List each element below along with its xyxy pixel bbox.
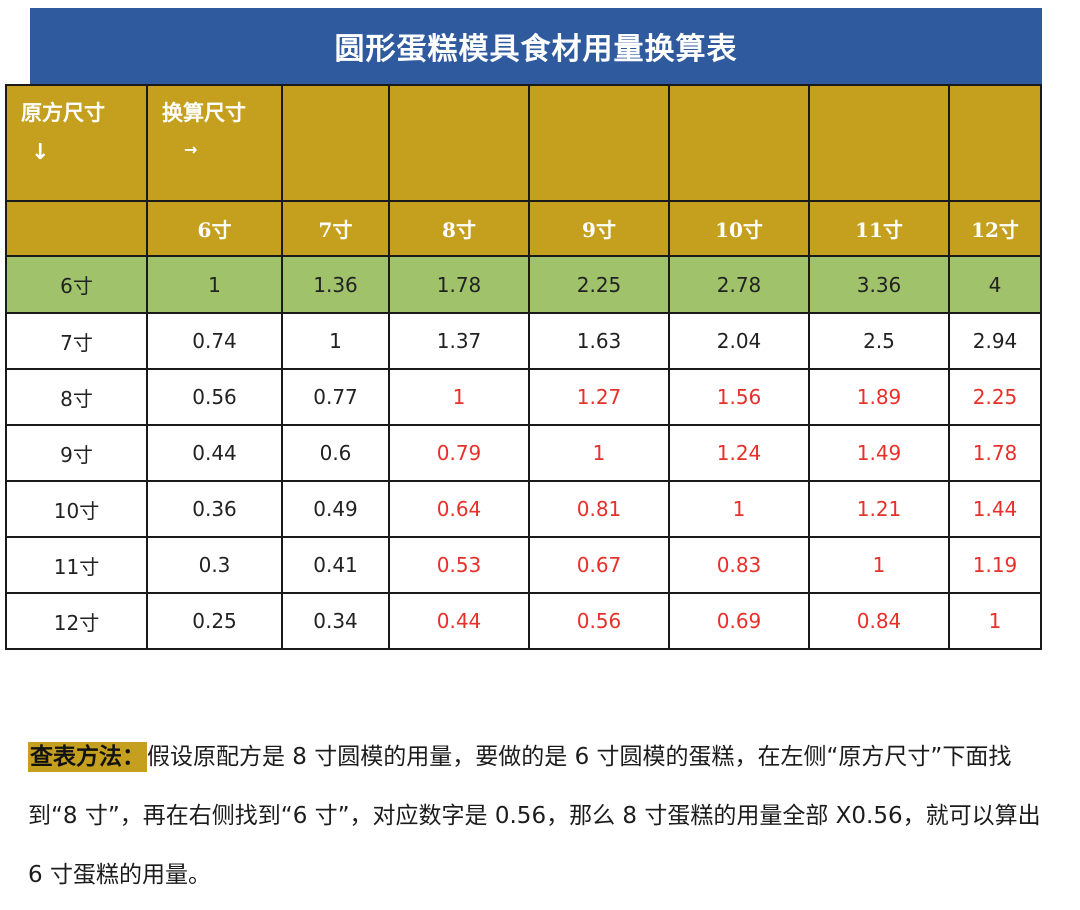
column-header: 11寸 — [808, 200, 950, 257]
header-blank — [5, 200, 148, 257]
table-cell: 2.78 — [668, 255, 810, 314]
column-header: 7寸 — [281, 200, 390, 257]
original-size-label: 原方尺寸 — [21, 100, 105, 125]
column-header: 12寸 — [948, 200, 1042, 257]
table-cell: 0.64 — [388, 480, 530, 538]
table-cell: 1.36 — [281, 255, 390, 314]
header-blank — [668, 84, 810, 202]
header-blank — [808, 84, 950, 202]
header-blank — [281, 84, 390, 202]
row-header: 11寸 — [5, 536, 148, 594]
target-size-row: 6寸 7寸 8寸 9寸 10寸 11寸 12寸 — [5, 200, 1042, 257]
table-cell: 1 — [281, 312, 390, 370]
conversion-table: 原方尺寸 ↓ 换算尺寸 → 6寸 7寸 8寸 9寸 10寸 11寸 12寸 6寸… — [5, 84, 1042, 650]
table-cell: 2.94 — [948, 312, 1042, 370]
table-row: 12寸 0.25 0.34 0.44 0.56 0.69 0.84 1 — [5, 592, 1042, 650]
table-cell: 0.83 — [668, 536, 810, 594]
table-cell: 0.56 — [146, 368, 283, 426]
table-cell: 1.49 — [808, 424, 950, 482]
row-header: 12寸 — [5, 592, 148, 650]
table-row: 10寸 0.36 0.49 0.64 0.81 1 1.21 1.44 — [5, 480, 1042, 538]
original-size-header: 原方尺寸 ↓ — [5, 84, 148, 202]
table-cell: 2.25 — [948, 368, 1042, 426]
table-cell: 1 — [808, 536, 950, 594]
table-cell: 0.79 — [388, 424, 530, 482]
table-cell: 0.44 — [388, 592, 530, 650]
table-cell: 0.84 — [808, 592, 950, 650]
table-cell: 0.3 — [146, 536, 283, 594]
table-cell: 0.67 — [528, 536, 670, 594]
table-cell: 0.77 — [281, 368, 390, 426]
page-title: 圆形蛋糕模具食材用量换算表 — [30, 8, 1042, 84]
table-row: 7寸 0.74 1 1.37 1.63 2.04 2.5 2.94 — [5, 312, 1042, 370]
row-header: 8寸 — [5, 368, 148, 426]
table-cell: 0.69 — [668, 592, 810, 650]
table-cell: 1.56 — [668, 368, 810, 426]
table-cell: 1.89 — [808, 368, 950, 426]
table-cell: 1 — [948, 592, 1042, 650]
table-cell: 1.63 — [528, 312, 670, 370]
table-cell: 2.04 — [668, 312, 810, 370]
header-blank — [528, 84, 670, 202]
arrow-right-icon: → — [184, 140, 198, 159]
table-cell: 1 — [668, 480, 810, 538]
table-cell: 1.24 — [668, 424, 810, 482]
table-cell: 0.44 — [146, 424, 283, 482]
table-cell: 1.44 — [948, 480, 1042, 538]
header-label-row: 原方尺寸 ↓ 换算尺寸 → — [5, 84, 1042, 202]
target-size-label: 换算尺寸 — [162, 100, 246, 125]
row-header: 9寸 — [5, 424, 148, 482]
table-cell: 1.78 — [948, 424, 1042, 482]
table-cell: 4 — [948, 255, 1042, 314]
row-header: 10寸 — [5, 480, 148, 538]
table-cell: 2.5 — [808, 312, 950, 370]
table-cell: 0.81 — [528, 480, 670, 538]
row-header: 7寸 — [5, 312, 148, 370]
table-row: 6寸 1 1.36 1.78 2.25 2.78 3.36 4 — [5, 255, 1042, 314]
table-cell: 2.25 — [528, 255, 670, 314]
table-cell: 0.34 — [281, 592, 390, 650]
table-row: 11寸 0.3 0.41 0.53 0.67 0.83 1 1.19 — [5, 536, 1042, 594]
column-header: 8寸 — [388, 200, 530, 257]
lookup-instructions: 查表方法：假设原配方是 8 寸圆模的用量，要做的是 6 寸圆模的蛋糕，在左侧“原… — [28, 728, 1058, 905]
table-cell: 0.6 — [281, 424, 390, 482]
header-blank — [388, 84, 530, 202]
arrow-down-icon: ↓ — [31, 140, 50, 165]
table-cell: 1.78 — [388, 255, 530, 314]
table-cell: 0.41 — [281, 536, 390, 594]
target-size-header: 换算尺寸 → — [146, 84, 283, 202]
column-header: 6寸 — [146, 200, 283, 257]
table-cell: 3.36 — [808, 255, 950, 314]
instructions-text: 假设原配方是 8 寸圆模的用量，要做的是 6 寸圆模的蛋糕，在左侧“原方尺寸”下… — [28, 744, 1041, 888]
table-row: 9寸 0.44 0.6 0.79 1 1.24 1.49 1.78 — [5, 424, 1042, 482]
column-header: 10寸 — [668, 200, 810, 257]
table-cell: 0.53 — [388, 536, 530, 594]
table-row: 8寸 0.56 0.77 1 1.27 1.56 1.89 2.25 — [5, 368, 1042, 426]
table-cell: 1.19 — [948, 536, 1042, 594]
table-cell: 0.74 — [146, 312, 283, 370]
table-cell: 0.25 — [146, 592, 283, 650]
table-cell: 1.21 — [808, 480, 950, 538]
table-cell: 1 — [528, 424, 670, 482]
table-cell: 0.36 — [146, 480, 283, 538]
row-header: 6寸 — [5, 255, 148, 314]
table-cell: 0.56 — [528, 592, 670, 650]
table-cell: 1 — [388, 368, 530, 426]
table-cell: 1.37 — [388, 312, 530, 370]
table-cell: 1.27 — [528, 368, 670, 426]
header-blank — [948, 84, 1042, 202]
column-header: 9寸 — [528, 200, 670, 257]
table-cell: 1 — [146, 255, 283, 314]
instructions-label: 查表方法： — [28, 742, 147, 772]
table-cell: 0.49 — [281, 480, 390, 538]
